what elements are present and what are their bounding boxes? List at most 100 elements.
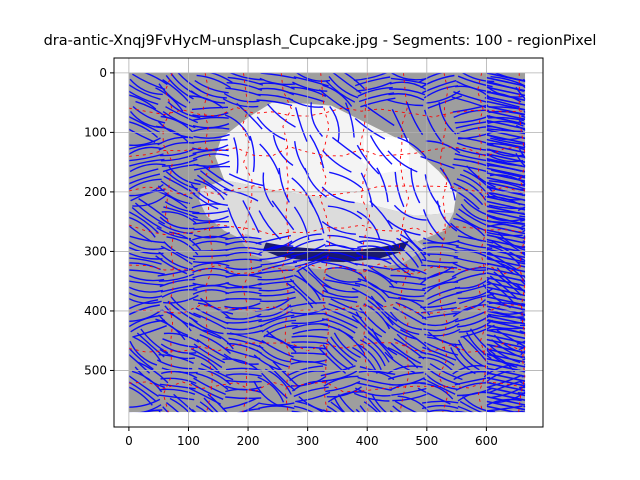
flow-line	[486, 386, 526, 397]
flow-line	[520, 219, 526, 222]
flow-line	[337, 393, 355, 413]
flow-line	[163, 294, 199, 304]
flow-line	[261, 339, 294, 358]
flow-line	[236, 102, 263, 130]
flow-line	[193, 226, 230, 231]
flow-line	[488, 343, 521, 364]
flow-line	[195, 307, 229, 325]
flow-line	[486, 305, 526, 316]
flow-line	[187, 188, 219, 210]
flow-line	[326, 308, 360, 324]
flow-line	[424, 373, 458, 390]
flow-line	[353, 72, 388, 81]
flow-line	[258, 309, 293, 323]
flow-line	[128, 115, 161, 134]
flow-line	[192, 220, 230, 225]
flow-line	[486, 119, 526, 130]
flow-line	[356, 81, 392, 92]
flow-line	[369, 200, 394, 230]
flow-line	[165, 402, 180, 413]
flow-line	[327, 391, 364, 403]
flow-line	[330, 336, 358, 363]
flow-line	[490, 137, 526, 145]
flow-line	[388, 245, 415, 273]
flow-line	[384, 321, 417, 340]
flow-line	[191, 408, 197, 413]
x-tick-label: 0	[125, 434, 133, 448]
flow-line	[359, 405, 367, 413]
flow-line	[255, 234, 292, 245]
flow-line	[133, 336, 162, 362]
flow-line	[160, 115, 194, 133]
flow-line	[486, 205, 526, 216]
flow-line	[328, 75, 359, 99]
flow-line	[225, 396, 262, 400]
flow-line	[223, 188, 259, 202]
flow-line	[129, 78, 163, 96]
flow-line	[292, 328, 329, 335]
flow-line	[256, 269, 293, 275]
flow-line	[161, 158, 198, 167]
flow-line	[131, 206, 162, 230]
flow-line	[161, 370, 198, 379]
flow-line	[233, 137, 239, 174]
flow-line	[326, 267, 363, 277]
flow-line	[225, 274, 262, 279]
flow-line	[258, 428, 294, 431]
flow-line	[389, 81, 427, 90]
flow-line	[287, 233, 322, 247]
flow-line	[351, 287, 384, 308]
flow-line	[162, 338, 198, 349]
flow-line	[486, 300, 526, 311]
flow-line	[260, 256, 297, 266]
y-tick-label: 300	[84, 244, 107, 258]
flow-line	[134, 202, 166, 225]
flow-line	[486, 148, 526, 159]
x-tick-label: 100	[177, 434, 200, 448]
flow-line	[425, 140, 461, 154]
flow-line	[420, 351, 455, 366]
flow-line	[192, 240, 229, 247]
flow-line	[353, 392, 390, 402]
flow-line	[396, 237, 423, 264]
flow-line	[304, 167, 327, 198]
flow-line	[518, 346, 526, 351]
flow-line	[190, 317, 224, 335]
flow-line	[229, 332, 265, 344]
flow-line	[519, 215, 526, 218]
flow-line	[384, 351, 415, 374]
flow-line	[202, 165, 234, 187]
flow-line	[418, 72, 444, 84]
flow-line	[457, 339, 484, 367]
flow-line	[390, 267, 428, 275]
flow-line	[128, 168, 159, 179]
flow-line	[388, 93, 425, 101]
flow-line	[157, 136, 194, 146]
flow-line	[320, 365, 356, 377]
flow-line	[486, 272, 526, 282]
x-tick-label: 600	[475, 434, 498, 448]
flow-line	[293, 386, 329, 398]
flow-line	[301, 266, 329, 293]
flow-line	[192, 284, 230, 290]
flow-line	[371, 328, 398, 356]
x-tick-label: 400	[356, 434, 379, 448]
flow-line	[387, 99, 424, 107]
flow-line	[439, 167, 456, 201]
flow-line	[198, 302, 232, 320]
flow-line	[391, 387, 427, 396]
flow-line	[486, 195, 526, 206]
flow-line	[309, 134, 325, 169]
flow-line	[166, 236, 199, 256]
flow-line	[451, 267, 487, 278]
flow-line	[330, 298, 365, 314]
flow-line	[436, 200, 458, 232]
flow-line	[424, 328, 461, 337]
flow-line	[258, 344, 292, 363]
flow-line	[199, 401, 214, 413]
flow-line	[389, 311, 422, 331]
flow-line	[516, 174, 526, 181]
flow-line	[189, 95, 224, 109]
